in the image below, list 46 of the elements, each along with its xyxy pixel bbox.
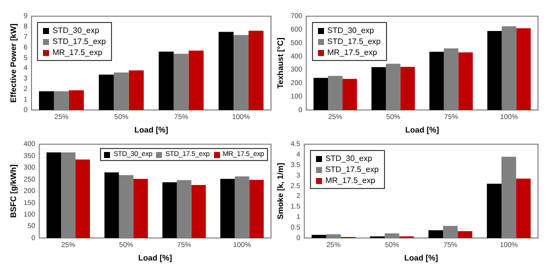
bar: [158, 52, 174, 110]
bar: [400, 66, 415, 110]
bar: [75, 159, 90, 238]
bar: [429, 52, 444, 110]
bar: [188, 50, 204, 110]
bar: [312, 234, 326, 238]
x-axis-title: Load [%]: [405, 125, 440, 134]
bar: [38, 91, 54, 110]
bar: [162, 182, 177, 238]
bar: [68, 90, 84, 110]
bar: [46, 152, 62, 238]
bar: [249, 180, 264, 238]
bar: [248, 30, 264, 110]
bar: [428, 230, 444, 238]
legend-label: STD_17.5_exp: [325, 165, 379, 174]
bar: [342, 78, 357, 110]
legend-label: MR_17.5_exp: [52, 48, 102, 58]
bar: [516, 178, 531, 238]
legend-label: STD_17.5_exp: [327, 37, 381, 46]
legend-label: MR_17.5_exp: [325, 176, 376, 186]
bar: [458, 52, 473, 110]
bar: [133, 178, 148, 238]
y-axis-title: BSFC [g/kWh]: [9, 164, 18, 218]
bar: [516, 28, 531, 110]
x-axis-title: Load [%]: [404, 253, 438, 262]
bar: [128, 70, 144, 110]
bar: [487, 30, 502, 110]
legend-label: MR_17.5_exp: [327, 48, 378, 58]
bar: [486, 184, 502, 238]
legend-label: STD_30_exp: [327, 26, 374, 36]
bar: [458, 231, 472, 238]
bar: [218, 32, 234, 110]
y-axis-title: Effective Power [kW]: [9, 23, 18, 103]
legend-label: STD_30_exp: [52, 26, 100, 36]
bar: [371, 67, 386, 110]
bar: [191, 185, 206, 238]
bar: [220, 178, 235, 238]
x-axis-title: Load [%]: [138, 253, 172, 262]
legend-label: STD_30_exp: [325, 154, 372, 164]
y-axis-title: Texhaust [°C]: [276, 37, 286, 89]
bar: [314, 78, 328, 110]
legend-label: STD_17.5_exp: [52, 37, 106, 46]
bar: [104, 172, 119, 238]
bar: [98, 74, 114, 110]
x-axis-title: Load [%]: [134, 125, 168, 134]
y-axis-title: Smoke [k, 1/m]: [276, 162, 286, 220]
